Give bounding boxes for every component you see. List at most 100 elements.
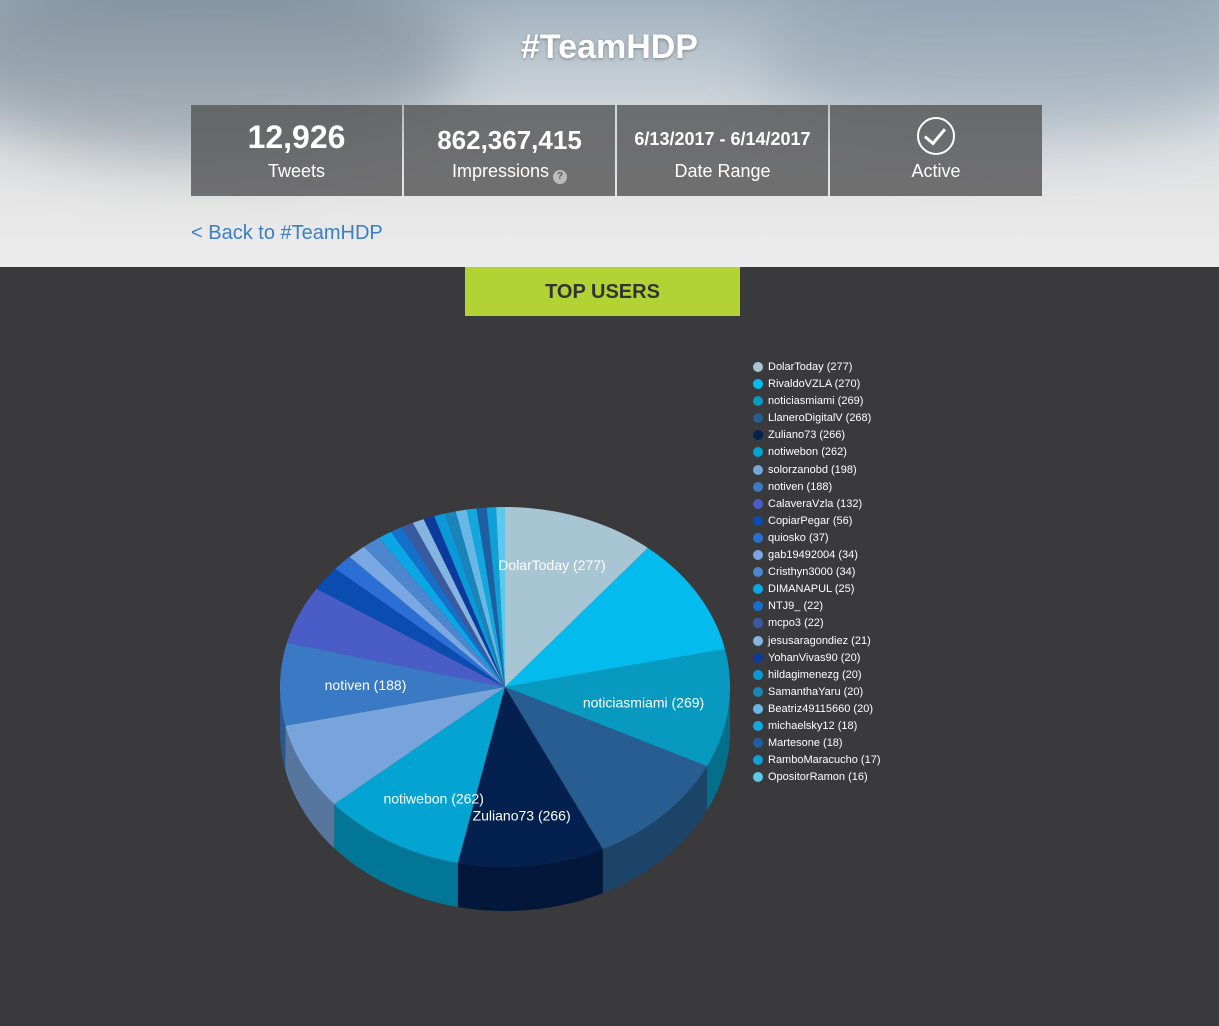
back-link[interactable]: < Back to #TeamHDP xyxy=(191,222,383,244)
pie-slice-solorzanobd[interactable] xyxy=(285,687,505,805)
pie-slice-quiosko[interactable] xyxy=(335,556,505,687)
legend-label: Beatriz49115660 (20) xyxy=(768,702,873,715)
legend-label: Zuliano73 (266) xyxy=(768,429,846,442)
pie-slice-RamboMaracucho[interactable] xyxy=(486,507,505,687)
pie-slice-noticiasmiami[interactable] xyxy=(505,649,730,767)
pie-slice-RivaldoVZLA[interactable] xyxy=(505,547,725,687)
pie-slice-LlaneroDigitalV[interactable] xyxy=(505,687,708,850)
pie-slice-Beatriz49115660[interactable] xyxy=(455,509,505,687)
legend-label: LlaneroDigitalV (268) xyxy=(768,412,872,425)
legend-item[interactable]: YohanVivas90 (20) xyxy=(753,650,881,667)
legend-label: Cristhyn3000 (34) xyxy=(768,566,856,579)
legend-label: hildagimenezg (20) xyxy=(768,668,862,681)
pie-slice-michaelsky12[interactable] xyxy=(466,508,505,687)
legend-item[interactable]: Beatriz49115660 (20) xyxy=(753,701,881,718)
legend-label: mcpo3 (22) xyxy=(768,617,824,630)
pie-slice-DIMANAPUL[interactable] xyxy=(379,531,505,687)
legend-item[interactable]: Cristhyn3000 (34) xyxy=(753,564,881,581)
legend-item[interactable]: quiosko (37) xyxy=(753,530,881,547)
pie-slice-CopiarPegar[interactable] xyxy=(316,568,505,687)
legend-swatch xyxy=(753,550,763,561)
tab-top-users[interactable]: TOP USERS xyxy=(465,267,740,316)
legend-swatch xyxy=(753,755,763,766)
legend-swatch xyxy=(753,481,763,492)
legend-item[interactable]: mcpo3 (22) xyxy=(753,615,881,632)
pie-slice-CalaveraVzla[interactable] xyxy=(286,588,505,687)
impressions-count: 862,367,415 xyxy=(437,125,582,155)
legend-label: michaelsky12 (18) xyxy=(768,719,858,732)
stat-date-range: 6/13/2017 - 6/14/2017 Date Range xyxy=(617,105,828,196)
legend-item[interactable]: RivaldoVZLA (270) xyxy=(753,376,881,393)
slice-label-noticiasmiami: noticiasmiami (269) xyxy=(583,695,704,711)
pie-side-Zuliano73 xyxy=(457,849,603,911)
legend-item[interactable]: noticiasmiami (269) xyxy=(753,393,881,410)
legend-swatch xyxy=(753,362,763,372)
legend-swatch xyxy=(753,738,763,749)
legend-item[interactable]: solorzanobd (198) xyxy=(753,462,881,479)
legend-label: notiwebon (262) xyxy=(768,446,847,459)
legend-swatch xyxy=(753,720,763,731)
legend-item[interactable]: SamanthaYaru (20) xyxy=(753,684,881,701)
slice-label-notiwebon: notiwebon (262) xyxy=(383,790,483,806)
legend-label: YohanVivas90 (20) xyxy=(768,651,861,664)
chart-legend: DolarToday (277) RivaldoVZLA (270) noticia… xyxy=(753,359,881,786)
pie-slice-notiven[interactable] xyxy=(280,642,505,726)
pie-slice-Zuliano73[interactable] xyxy=(457,687,603,867)
legend-label: solorzanobd (198) xyxy=(768,463,857,476)
legend-item[interactable]: NTJ9_ (22) xyxy=(753,598,881,615)
pie-slices xyxy=(280,507,730,867)
legend-label: RamboMaracucho (17) xyxy=(768,754,881,767)
legend-swatch xyxy=(753,618,763,629)
tweets-label: Tweets xyxy=(267,161,326,181)
legend-item[interactable]: jesusaragondiez (21) xyxy=(753,633,881,650)
legend-swatch xyxy=(753,703,763,714)
legend-item[interactable]: Martesone (18) xyxy=(753,735,881,752)
legend-item[interactable]: CopiarPegar (56) xyxy=(753,513,881,530)
legend-item[interactable]: michaelsky12 (18) xyxy=(753,718,881,735)
legend-item[interactable]: Zuliano73 (266) xyxy=(753,427,881,444)
pie-slice-YohanVivas90[interactable] xyxy=(423,516,505,687)
stats-bar: 12,926 Tweets 862,367,415 Impressions? 6… xyxy=(191,105,1042,196)
pie-side-solorzanobd xyxy=(285,725,335,849)
pie-slice-Cristhyn3000[interactable] xyxy=(363,537,505,687)
pie-slice-labels: DolarToday (277) noticiasmiami (269) Zulia… xyxy=(325,557,705,824)
stat-status: Active xyxy=(830,105,1042,196)
help-icon[interactable]: ? xyxy=(553,170,568,184)
pie-slice-hildagimenezg[interactable] xyxy=(434,513,505,687)
pie-slice-notiwebon[interactable] xyxy=(334,687,505,863)
legend-item[interactable]: CalaveraVzla (132) xyxy=(753,496,881,513)
legend-item[interactable]: notiwebon (262) xyxy=(753,444,881,461)
pie-slice-jesusaragondiez[interactable] xyxy=(412,519,505,687)
legend-swatch xyxy=(753,430,763,441)
pie-slice-NTJ9_[interactable] xyxy=(390,527,505,687)
legend-label: Martesone (18) xyxy=(768,737,843,750)
pie-slice-mcpo3[interactable] xyxy=(401,522,505,687)
legend-swatch xyxy=(753,652,763,663)
legend-item[interactable]: hildagimenezg (20) xyxy=(753,667,881,684)
pie-slice-DolarToday[interactable] xyxy=(505,507,648,687)
legend-item[interactable]: DIMANAPUL (25) xyxy=(753,581,881,598)
legend-item[interactable]: notiven (188) xyxy=(753,479,881,496)
slice-label-notiven: notiven (188) xyxy=(325,677,407,693)
legend-item[interactable]: LlaneroDigitalV (268) xyxy=(753,410,881,427)
legend-item[interactable]: RamboMaracucho (17) xyxy=(753,752,881,769)
pie-slice-OpositorRamon[interactable] xyxy=(496,507,505,687)
legend-swatch xyxy=(753,413,763,424)
legend-item[interactable]: OpositorRamon (16) xyxy=(753,769,881,786)
legend-swatch xyxy=(753,584,763,595)
pie-slice-gab19492004[interactable] xyxy=(349,546,505,687)
legend-label: DolarToday (277) xyxy=(768,361,853,373)
legend-swatch xyxy=(753,669,763,680)
page-title: #TeamHDP xyxy=(521,28,698,66)
pie-slice-SamanthaYaru[interactable] xyxy=(444,511,505,687)
legend-swatch xyxy=(753,635,763,646)
legend-label: NTJ9_ (22) xyxy=(768,600,824,613)
legend-swatch xyxy=(753,567,763,578)
legend-item[interactable]: gab19492004 (34) xyxy=(753,547,881,564)
legend-item[interactable]: DolarToday (277) xyxy=(753,359,881,376)
pie-slice-Martesone[interactable] xyxy=(476,507,505,687)
date-range-label: Date Range xyxy=(674,161,771,181)
legend-swatch xyxy=(753,464,763,475)
legend-swatch xyxy=(753,601,763,612)
